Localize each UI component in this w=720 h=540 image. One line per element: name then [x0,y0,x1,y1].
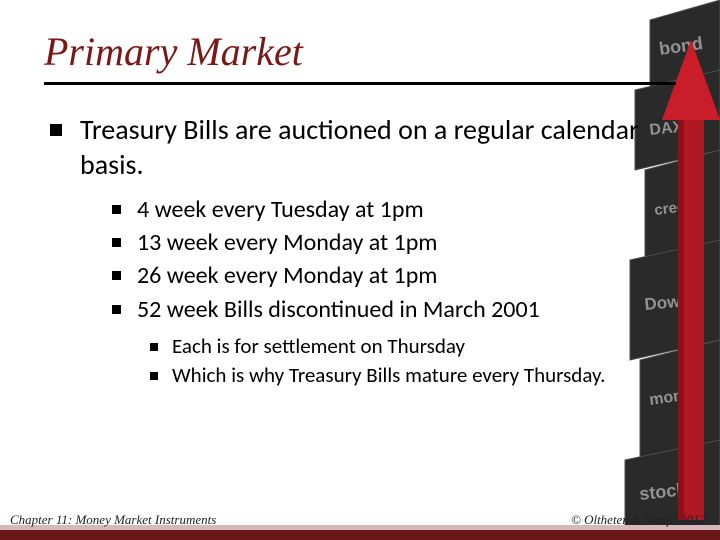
footer-bar-dark [0,530,720,540]
bullet-square-icon [150,343,158,351]
lvl2-text: 13 week every Monday at 1pm [137,227,437,258]
lvl3-text: Which is why Treasury Bills mature every… [172,362,605,389]
list-item: Treasury Bills are auctioned on a regula… [50,112,650,182]
title-underline [44,82,676,85]
lvl1-text: Treasury Bills are auctioned on a regula… [80,112,650,182]
lvl2-text: 26 week every Monday at 1pm [137,260,437,291]
footer-right-text: © Oltheten & Waspi 2012 [571,512,706,528]
bullet-square-icon [50,124,62,136]
bullet-square-icon [112,305,121,314]
lvl2-text: 4 week every Tuesday at 1pm [137,194,424,225]
bullet-square-icon [112,205,121,214]
list-item: Which is why Treasury Bills mature every… [150,362,650,389]
bullet-square-icon [112,271,121,280]
lvl3-list: Each is for settlement on Thursday Which… [150,333,650,390]
footer: Chapter 11: Money Market Instruments © O… [0,514,720,540]
list-item: 13 week every Monday at 1pm [112,227,650,258]
list-item: 4 week every Tuesday at 1pm [112,194,650,225]
bullet-square-icon [150,372,158,380]
slide: bond DAX credit Dow money stock Primary … [0,0,720,540]
list-item: 52 week Bills discontinued in March 2001 [112,294,650,325]
lvl3-text: Each is for settlement on Thursday [172,333,465,360]
list-item: Each is for settlement on Thursday [150,333,650,360]
slide-title: Primary Market [44,28,303,75]
lvl2-list: 4 week every Tuesday at 1pm 13 week ever… [112,194,650,325]
footer-left-text: Chapter 11: Money Market Instruments [10,512,216,528]
bullet-square-icon [112,238,121,247]
list-item: 26 week every Monday at 1pm [112,260,650,291]
lvl2-text: 52 week Bills discontinued in March 2001 [137,294,540,325]
content-area: Treasury Bills are auctioned on a regula… [50,112,650,391]
